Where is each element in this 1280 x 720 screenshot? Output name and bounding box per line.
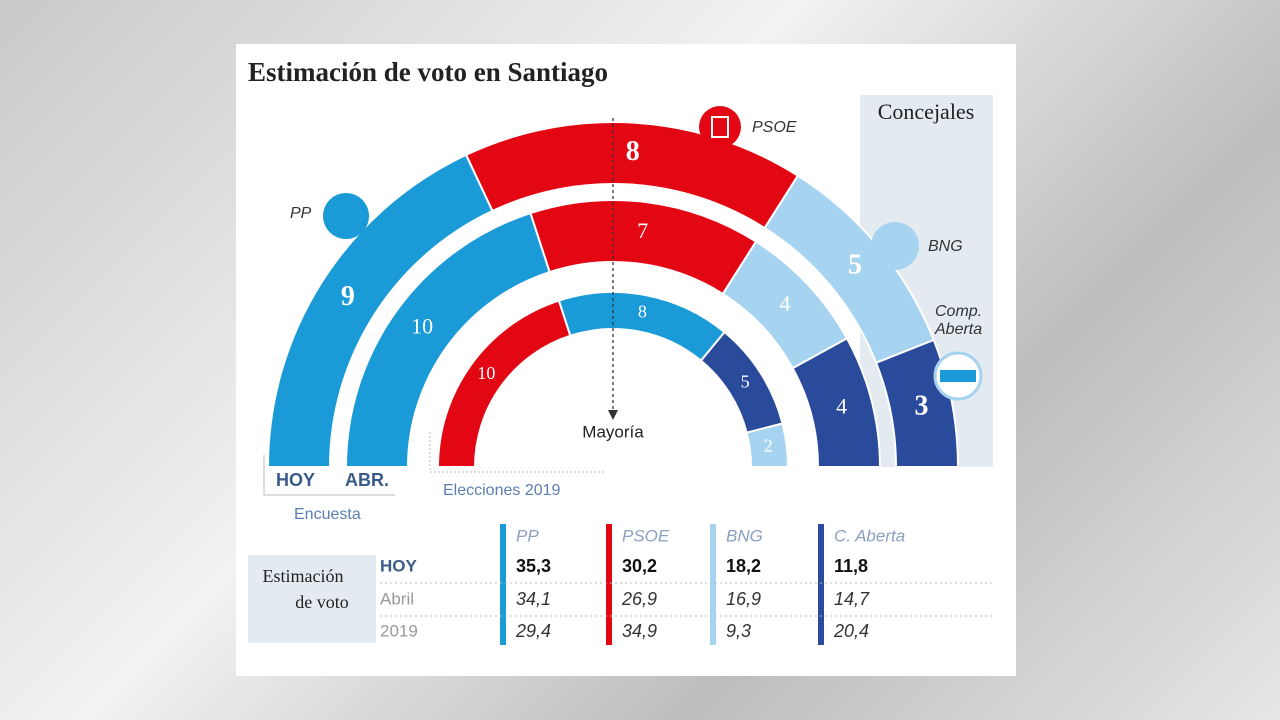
column-bar [606, 524, 612, 645]
row-label: 2019 [380, 621, 418, 640]
bracket [429, 432, 605, 473]
table-cell: 16,9 [726, 589, 761, 609]
ca-logo-mark [940, 370, 976, 382]
side-title: Concejales [878, 99, 975, 124]
party-label: BNG [928, 238, 963, 255]
seat-label: 3 [914, 391, 928, 422]
table-cell: 34,9 [622, 621, 657, 641]
party-label: PP [290, 205, 312, 222]
row-label: Abril [380, 589, 414, 608]
seat-label: 5 [741, 371, 750, 391]
seat-label: 4 [836, 393, 847, 418]
majority-label: Mayoría [582, 422, 644, 441]
table-cell: 9,3 [726, 621, 751, 641]
table-cell: 14,7 [834, 589, 870, 609]
table-cell: 35,3 [516, 556, 551, 576]
party-label: Comp. [935, 303, 982, 320]
column-header: PP [516, 526, 539, 545]
row-header-box [248, 555, 376, 643]
psoe-logo [699, 106, 741, 148]
seat-label: 5 [848, 249, 862, 280]
table: PP PSOE BNG C. Aberta HOY 35,3 30,2 18,2 11,8 Abr… [380, 524, 995, 645]
seat-label: 7 [637, 218, 648, 243]
majority-arrow [608, 410, 618, 420]
survey-label: Encuesta [294, 506, 361, 523]
column-header: BNG [726, 526, 763, 545]
column-header: C. Aberta [834, 526, 905, 545]
seat-label: 9 [341, 281, 355, 312]
column-header: PSOE [622, 526, 670, 545]
seat-label: 10 [411, 313, 433, 338]
table-cell: 20,4 [833, 621, 869, 641]
party-label: Aberta [934, 321, 982, 338]
seat-segment [745, 422, 790, 468]
table-cell: 30,2 [622, 556, 657, 576]
ring-label: Elecciones 2019 [443, 482, 561, 499]
ring-label: ABR. [345, 470, 389, 490]
pp-logo [323, 193, 369, 239]
seat-segment [791, 337, 882, 468]
table-cell: 11,8 [834, 556, 868, 576]
row-header: de voto [295, 592, 349, 612]
psoe-logo-mark [711, 116, 729, 138]
bracket [263, 455, 395, 496]
bng-logo [871, 222, 919, 270]
column-bar [500, 524, 506, 645]
table-cell: 34,1 [516, 589, 551, 609]
table-cell: 26,9 [621, 589, 657, 609]
table-cell: 18,2 [726, 556, 761, 576]
party-label: PSOE [752, 119, 797, 136]
arcs: 9 8 5 3 10 7 4 4 10 8 5 2 [266, 121, 960, 468]
row-header: Estimación [263, 566, 344, 586]
seat-label: 8 [638, 301, 647, 321]
seat-label: 10 [477, 363, 495, 383]
row-label: HOY [380, 556, 418, 575]
ring-label: HOY [276, 470, 315, 490]
column-bar [818, 524, 824, 645]
table-cell: 29,4 [515, 621, 551, 641]
seat-label: 8 [626, 136, 640, 167]
title: Estimación de voto en Santiago [248, 57, 608, 87]
column-bar [710, 524, 716, 645]
seat-label: 2 [764, 436, 773, 456]
seat-label: 4 [780, 290, 791, 315]
